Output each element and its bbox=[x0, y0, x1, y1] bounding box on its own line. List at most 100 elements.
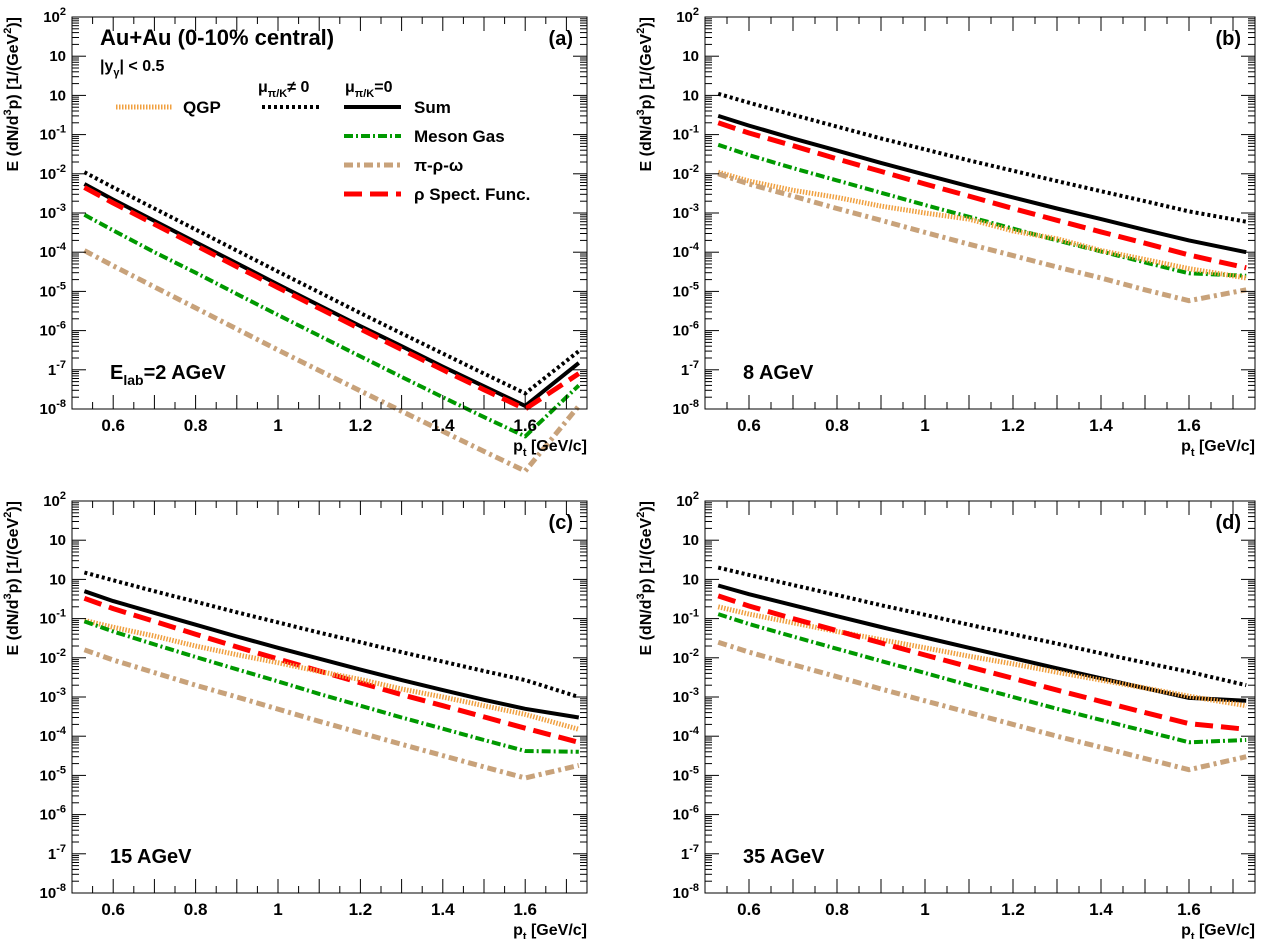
x-tick-label: 0.8 bbox=[184, 416, 208, 435]
y-axis-title-sup2: 2 bbox=[635, 28, 647, 34]
y-tick-exp: -3 bbox=[689, 202, 699, 214]
legend-title: Au+Au (0-10% central) bbox=[100, 25, 334, 50]
y-tick-base: 10 bbox=[40, 323, 57, 340]
energy-label-sub: lab bbox=[123, 372, 143, 388]
y-axis-title-c: )] bbox=[638, 501, 655, 512]
y-tick-exp: 2 bbox=[693, 6, 699, 18]
panel-b: 10-81-710-610-510-410-310-210-110101020.… bbox=[635, 6, 1256, 459]
panel-label: (b) bbox=[1215, 28, 1241, 50]
y-tick-base: 10 bbox=[673, 689, 690, 706]
y-tick-exp: -8 bbox=[689, 882, 699, 894]
series-line-mu_nonzero bbox=[83, 170, 581, 396]
energy-label: 8 AGeV bbox=[743, 362, 814, 384]
y-tick-base: 10 bbox=[49, 87, 66, 104]
y-axis-title-sup2: 2 bbox=[2, 28, 14, 34]
y-tick-base: 10 bbox=[673, 283, 690, 300]
y-tick-label: 10-6 bbox=[40, 320, 66, 340]
y-tick-base: 10 bbox=[40, 650, 57, 667]
y-tick-base: 10 bbox=[40, 885, 57, 902]
x-axis-title: pt [GeV/c] bbox=[1181, 922, 1255, 939]
panel-label: (d) bbox=[1215, 512, 1241, 534]
series-group bbox=[717, 91, 1247, 304]
y-tick-base: 10 bbox=[682, 87, 699, 104]
x-tick-label: 1 bbox=[920, 416, 929, 435]
x-tick-label: 0.8 bbox=[825, 900, 849, 919]
energy-label: 15 AGeV bbox=[110, 846, 192, 868]
x-tick-label: 1 bbox=[273, 900, 282, 919]
y-axis-title-sup1: 3 bbox=[2, 593, 14, 599]
x-axis-title: pt [GeV/c] bbox=[513, 922, 587, 939]
y-tick-exp: -2 bbox=[56, 163, 66, 175]
x-tick-label: 1.6 bbox=[1177, 900, 1201, 919]
legend: Au+Au (0-10% central)|yγ| < 0.5μπ/K≠ 0 μπ… bbox=[100, 25, 530, 204]
y-tick-label: 10 bbox=[682, 571, 699, 588]
series-line-prw bbox=[717, 639, 1247, 773]
legend-label-sum: Sum bbox=[414, 98, 451, 117]
y-tick-label: 10-1 bbox=[673, 124, 699, 144]
legend-mu-nonzero: μπ/K≠ 0 bbox=[258, 79, 309, 100]
y-tick-exp: -4 bbox=[56, 241, 67, 253]
y-axis-title-b: p) [1/(GeV bbox=[5, 33, 22, 109]
y-tick-base: 10 bbox=[40, 689, 57, 706]
y-tick-base: 10 bbox=[40, 166, 57, 183]
series-line-sum bbox=[717, 113, 1247, 255]
y-tick-label: 10-2 bbox=[673, 647, 699, 667]
series-line-rho bbox=[83, 185, 581, 412]
rapidity-pre: |y bbox=[100, 58, 113, 75]
panel-d: 10-81-710-610-510-410-310-210-110101020.… bbox=[635, 490, 1256, 939]
legend-label-rho: ρ Spect. Func. bbox=[414, 185, 530, 204]
x-axis-title-sub: t bbox=[523, 931, 527, 939]
mu-nonzero-sub: π/K bbox=[268, 88, 287, 100]
x-tick-label: 1.6 bbox=[513, 416, 537, 435]
y-tick-base: 10 bbox=[673, 807, 690, 824]
y-tick-base: 10 bbox=[673, 244, 690, 261]
x-tick-label: 1.2 bbox=[349, 416, 373, 435]
x-axis-title-main: p bbox=[513, 922, 523, 939]
y-tick-label: 10-3 bbox=[40, 686, 66, 706]
y-tick-exp: -5 bbox=[56, 280, 66, 292]
energy-label-post: =2 AGeV bbox=[144, 362, 227, 384]
y-axis-title-b: p) [1/(GeV bbox=[638, 517, 655, 593]
y-axis-title-b: p) [1/(GeV bbox=[5, 517, 22, 593]
y-tick-base: 1 bbox=[681, 846, 689, 863]
x-tick-label: 0.8 bbox=[184, 900, 208, 919]
energy-label: Elab=2 AGeV bbox=[110, 362, 226, 388]
x-axis-title-unit: [GeV/c] bbox=[1195, 922, 1255, 939]
y-tick-base: 10 bbox=[49, 532, 66, 549]
legend-label-prw: π-ρ-ω bbox=[414, 156, 463, 175]
y-tick-label: 10-4 bbox=[40, 725, 67, 745]
y-axis-title-c: )] bbox=[5, 501, 22, 512]
y-tick-label: 10-3 bbox=[673, 686, 699, 706]
y-tick-base: 10 bbox=[673, 728, 690, 745]
y-tick-exp: -6 bbox=[689, 320, 699, 332]
y-tick-label: 10-5 bbox=[40, 280, 66, 300]
y-tick-label: 10 bbox=[49, 532, 66, 549]
x-axis-title-unit: [GeV/c] bbox=[527, 438, 587, 455]
y-tick-exp: -6 bbox=[689, 804, 699, 816]
legend-label-meson: Meson Gas bbox=[414, 127, 505, 146]
y-tick-label: 10 bbox=[682, 532, 699, 549]
y-tick-base: 10 bbox=[40, 767, 57, 784]
series-line-prw bbox=[717, 171, 1247, 304]
y-tick-base: 10 bbox=[673, 166, 690, 183]
y-tick-label: 10-5 bbox=[40, 764, 66, 784]
y-tick-base: 10 bbox=[673, 401, 690, 418]
y-axis-title-a: E (dN/d bbox=[638, 599, 655, 655]
energy-label-main: 8 AGeV bbox=[743, 362, 814, 384]
x-tick-label: 1.2 bbox=[349, 900, 373, 919]
y-tick-label: 10-6 bbox=[40, 804, 66, 824]
x-axis-title-sub: t bbox=[1191, 447, 1195, 459]
y-tick-exp: -1 bbox=[689, 124, 699, 136]
series-group bbox=[717, 565, 1247, 773]
x-axis-title-main: p bbox=[1181, 438, 1191, 455]
series-line-meson bbox=[717, 612, 1247, 745]
y-tick-exp: -5 bbox=[689, 280, 699, 292]
y-tick-exp: -6 bbox=[56, 320, 66, 332]
series-line-mu_nonzero bbox=[83, 570, 580, 699]
energy-label-main: 15 AGeV bbox=[110, 846, 192, 868]
y-tick-label: 10-4 bbox=[673, 725, 700, 745]
mu-zero-sub: π/K bbox=[355, 88, 374, 100]
y-axis-title: E (dN/d3p) [1/(GeV2)] bbox=[635, 501, 655, 655]
y-tick-base: 10 bbox=[673, 127, 690, 144]
y-tick-label: 1-7 bbox=[681, 359, 699, 379]
